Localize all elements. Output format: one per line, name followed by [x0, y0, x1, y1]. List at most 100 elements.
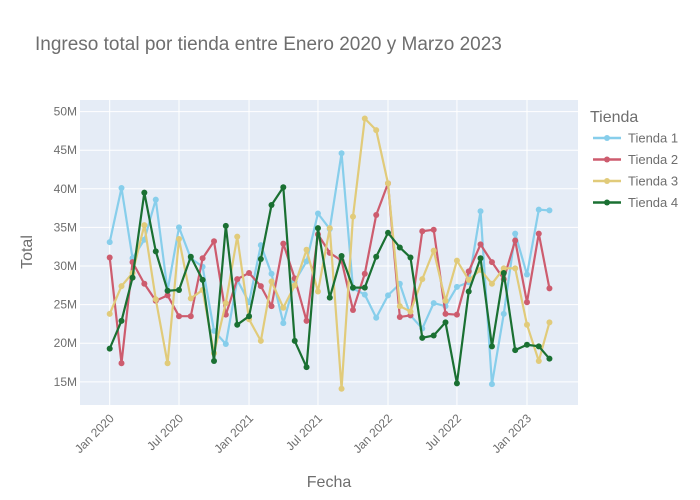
data-point	[106, 345, 113, 352]
data-point	[396, 313, 403, 320]
y-axis-ticks: 15M 20M 25M 30M 35M 40M 45M 50M	[54, 105, 77, 389]
x-tick-label: Jul 2022	[422, 411, 464, 453]
data-point	[268, 270, 275, 277]
data-point	[430, 332, 437, 339]
data-point	[175, 235, 182, 242]
data-point	[314, 288, 321, 295]
data-point	[199, 255, 206, 262]
data-point	[257, 337, 264, 344]
data-point	[291, 337, 298, 344]
data-point	[523, 321, 530, 328]
data-point	[268, 303, 275, 310]
data-point	[187, 295, 194, 302]
data-point	[477, 241, 484, 248]
data-point	[546, 355, 553, 362]
legend-item[interactable]: Tienda 4	[593, 195, 678, 210]
data-point	[488, 343, 495, 350]
series-layer	[106, 115, 553, 392]
data-point	[373, 253, 380, 260]
x-tick-label: Jan 2020	[72, 411, 117, 456]
data-point	[430, 300, 437, 307]
y-tick-label: 45M	[54, 143, 77, 157]
x-tick-label: Jan 2023	[489, 411, 534, 456]
data-point	[280, 240, 287, 247]
data-point	[361, 291, 368, 298]
data-point	[407, 308, 414, 315]
legend-item[interactable]: Tienda 3	[593, 174, 678, 189]
data-point	[118, 317, 125, 324]
data-point	[326, 225, 333, 232]
x-tick-label: Jul 2021	[283, 411, 325, 453]
data-point	[453, 283, 460, 290]
data-point	[373, 212, 380, 219]
data-point	[280, 304, 287, 311]
legend-item[interactable]: Tienda 1	[593, 131, 678, 146]
legend-swatch-marker	[604, 199, 610, 206]
data-point	[234, 276, 241, 283]
data-point	[361, 115, 368, 122]
data-point	[430, 247, 437, 254]
legend-label: Tienda 3	[628, 174, 678, 189]
data-point	[280, 184, 287, 191]
data-point	[500, 265, 507, 272]
data-point	[385, 180, 392, 187]
data-point	[535, 206, 542, 213]
data-point	[373, 127, 380, 134]
data-point	[338, 252, 345, 259]
data-point	[546, 207, 553, 214]
data-point	[175, 224, 182, 231]
series-4	[106, 184, 553, 387]
y-tick-label: 25M	[54, 298, 77, 312]
data-point	[512, 265, 519, 272]
x-axis-ticks: Jan 2020 Jul 2020 Jan 2021 Jul 2021 Jan 2022…	[72, 411, 534, 456]
data-point	[314, 210, 321, 217]
data-point	[257, 256, 264, 263]
y-tick-label: 20M	[54, 336, 77, 350]
data-point	[338, 385, 345, 392]
data-point	[546, 319, 553, 326]
x-tick-label: Jan 2022	[350, 411, 395, 456]
data-point	[314, 225, 321, 232]
data-point	[523, 299, 530, 306]
grid-lines	[80, 100, 578, 405]
data-point	[199, 276, 206, 283]
data-point	[361, 270, 368, 277]
data-point	[500, 310, 507, 317]
data-point	[488, 280, 495, 287]
data-point	[303, 364, 310, 371]
data-point	[175, 286, 182, 293]
y-tick-label: 40M	[54, 182, 77, 196]
legend-swatch-marker	[604, 135, 610, 141]
data-point	[477, 208, 484, 215]
data-point	[211, 238, 218, 245]
data-point	[453, 257, 460, 264]
data-point	[118, 185, 125, 192]
data-point	[129, 274, 136, 281]
legend-title: Tienda	[590, 109, 638, 126]
data-point	[246, 313, 253, 320]
data-point	[268, 202, 275, 209]
chart-title: Ingreso total por tienda entre Enero 202…	[35, 34, 502, 55]
data-point	[512, 237, 519, 244]
data-point	[465, 268, 472, 275]
data-point	[512, 347, 519, 354]
data-point	[535, 230, 542, 237]
data-point	[152, 248, 159, 255]
data-point	[303, 258, 310, 265]
data-point	[234, 233, 241, 240]
data-point	[407, 254, 414, 261]
data-point	[442, 297, 449, 304]
data-point	[187, 313, 194, 320]
data-point	[535, 343, 542, 350]
data-point	[291, 282, 298, 289]
legend-item[interactable]: Tienda 2	[593, 152, 678, 167]
data-point	[453, 380, 460, 387]
data-point	[419, 228, 426, 235]
data-point	[488, 381, 495, 388]
legend-label: Tienda 4	[628, 195, 678, 210]
data-point	[465, 288, 472, 295]
data-point	[222, 300, 229, 307]
y-tick-label: 30M	[54, 259, 77, 273]
data-point	[164, 292, 171, 299]
